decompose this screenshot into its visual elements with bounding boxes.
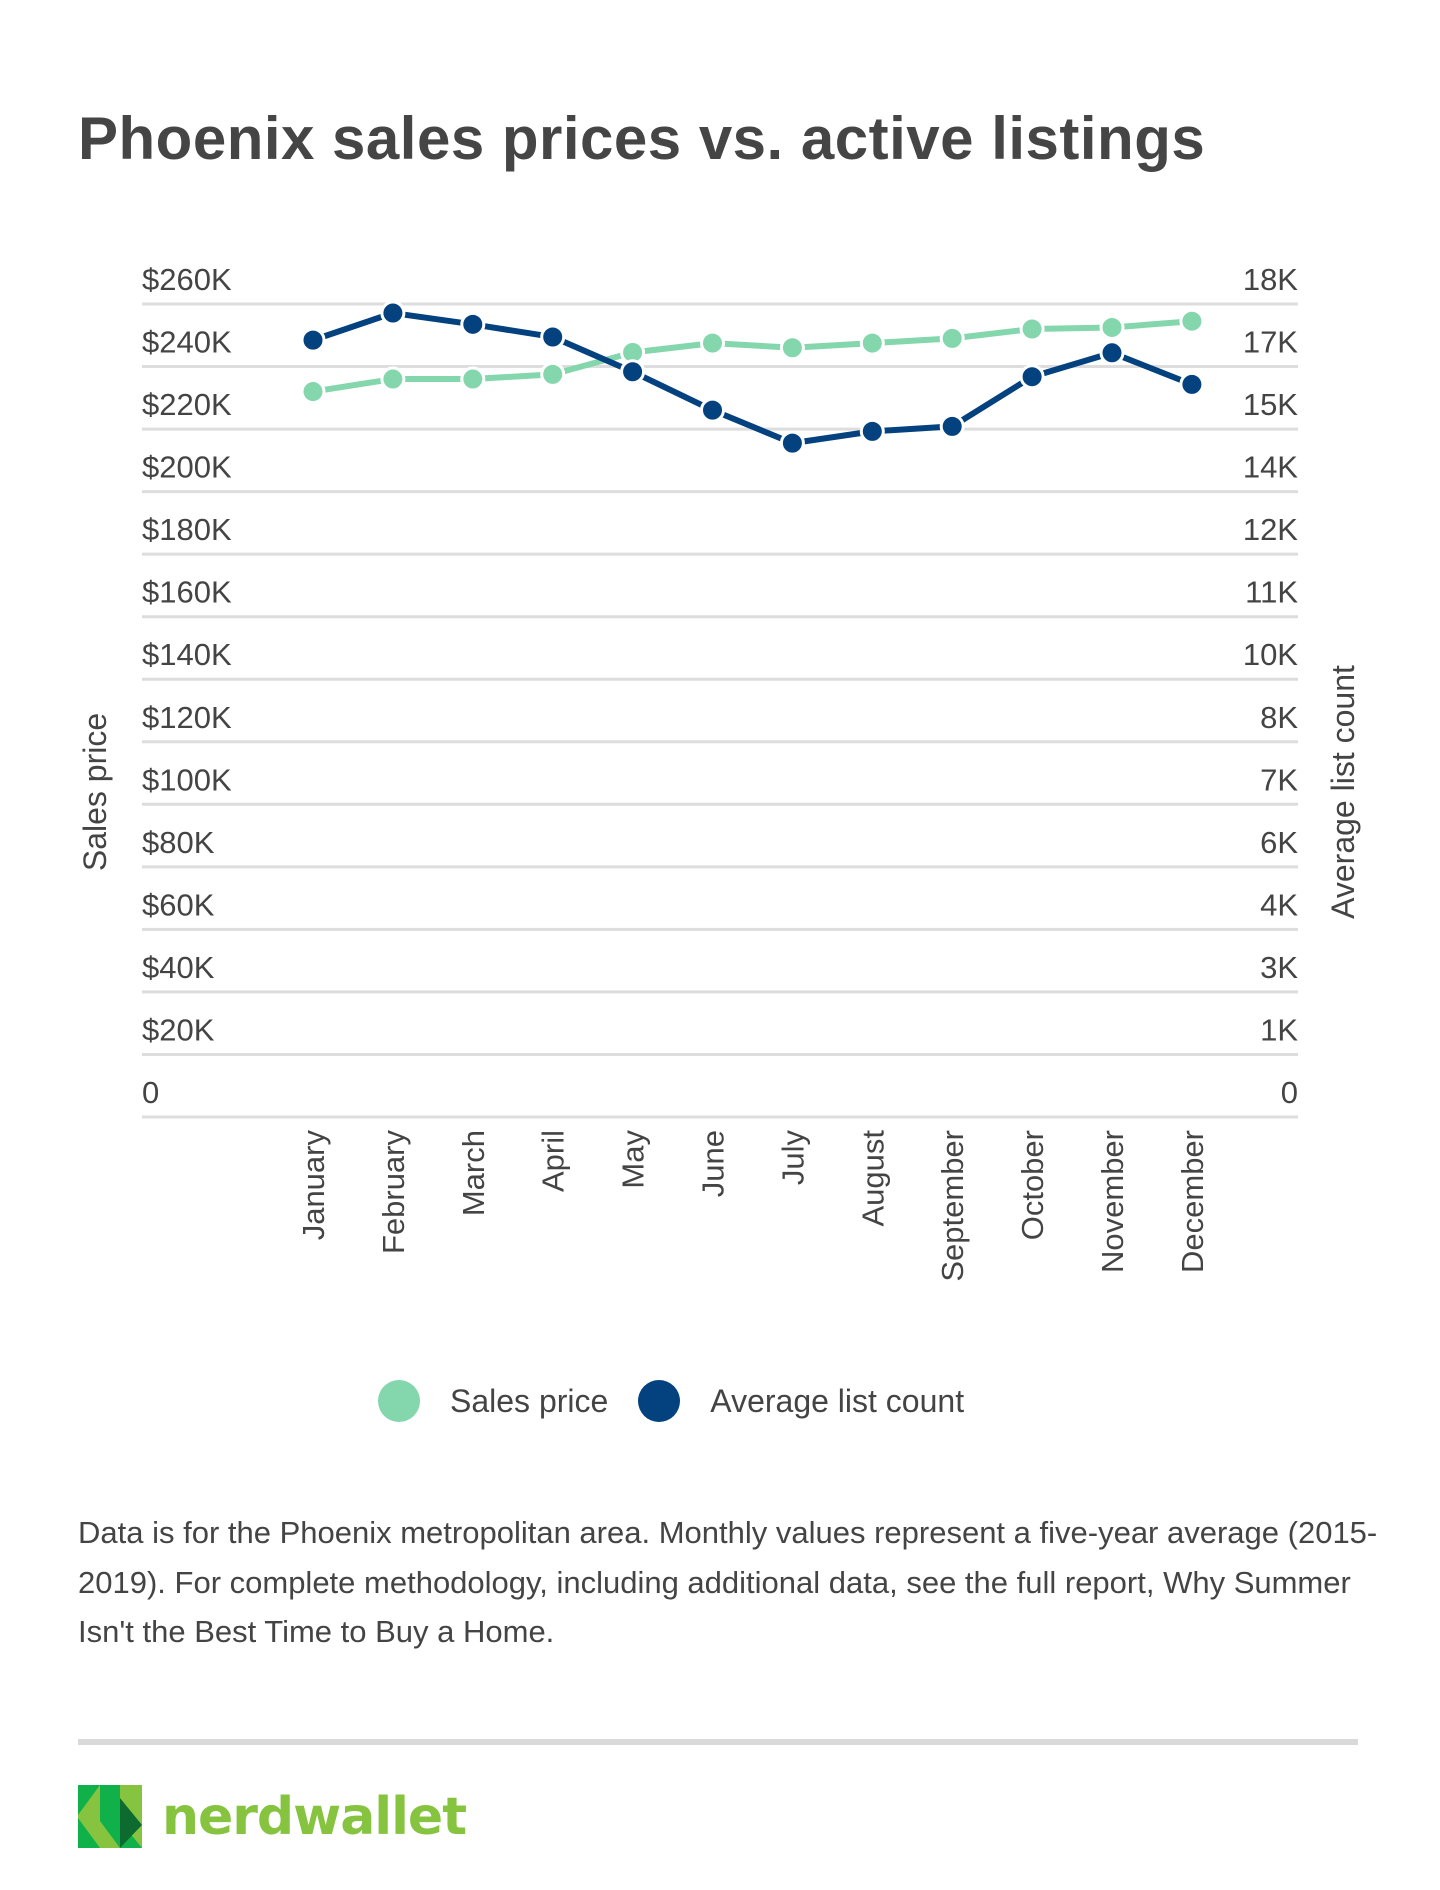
x-tick-label: December [1175,1130,1210,1273]
x-tick-label: September [935,1130,970,1282]
data-point [460,366,486,392]
x-tick-label: October [1015,1130,1050,1240]
data-point [1099,314,1125,340]
x-axis-labels: January February March April May June July Augu… [296,1130,1210,1282]
left-tick-label: $200K [142,450,232,485]
legend-item-list-count[interactable]: Average list count [638,1380,964,1422]
data-point [300,379,326,405]
footnote: Data is for the Phoenix metropolitan are… [78,1515,1378,1649]
data-point [1099,340,1125,366]
left-tick-label: $180K [142,512,232,547]
left-tick-label: $80K [142,825,215,860]
legend-label: Sales price [450,1382,609,1419]
right-tick-label: 7K [1260,762,1298,797]
left-axis-ticks: 0 $20K $40K $60K $80K $100K $120K $140K $160K $18… [142,262,232,1110]
series-line [312,310,1194,447]
x-tick-label: November [1095,1130,1130,1273]
gridlines [142,302,1298,1119]
series-average-list-count [300,300,1205,456]
left-tick-label: $240K [142,325,232,360]
data-point [859,330,885,356]
right-tick-label: 3K [1260,950,1298,985]
left-tick-label: $20K [142,1012,215,1047]
left-tick-label: 0 [142,1075,159,1110]
left-tick-label: $100K [142,762,232,797]
legend-label: Average list count [710,1382,965,1419]
right-tick-label: 14K [1243,450,1298,485]
data-point [460,311,486,337]
data-point [300,327,326,353]
legend-item-sales-price[interactable]: Sales price [378,1380,608,1422]
right-tick-label: 10K [1243,637,1298,672]
data-point [1019,316,1045,342]
data-point [700,330,725,356]
data-point [939,413,965,439]
left-axis-title: Sales price [77,713,113,871]
data-point [700,397,725,423]
right-tick-label: 17K [1243,325,1298,360]
legend: Sales price Average list count [378,1380,994,1422]
right-tick-label: 0 [1281,1075,1298,1110]
right-tick-label: 4K [1260,887,1298,922]
left-tick-label: $260K [142,262,232,297]
chart-title: Phoenix sales prices vs. active listings [78,105,1206,172]
data-point [540,361,566,387]
brand-logo[interactable]: nerdwallet [78,1785,467,1848]
legend-swatch-sales-price [378,1380,420,1422]
x-tick-label: April [536,1130,571,1192]
right-tick-label: 6K [1260,825,1298,860]
divider [78,1739,1358,1745]
x-tick-label: May [616,1130,651,1189]
x-tick-label: January [296,1130,331,1241]
left-tick-label: $140K [142,637,232,672]
right-tick-label: 12K [1243,512,1298,547]
series-line [312,318,1193,395]
x-tick-label: February [376,1130,411,1255]
data-point [1179,371,1205,397]
data-point [540,324,566,350]
data-point [620,359,646,385]
right-axis-ticks: 0 1K 3K 4K 6K 7K 8K 10K 11K 12K 14K 15K 17K 18K [1243,262,1298,1110]
right-tick-label: 1K [1260,1012,1298,1047]
data-point [779,335,805,361]
line-chart: 0 $20K $40K $60K $80K $100K $120K $140K $160K $18… [77,262,1361,1282]
right-tick-label: 15K [1243,387,1298,422]
brand-name: nerdwallet [162,1786,467,1847]
left-tick-label: $40K [142,950,215,985]
left-tick-label: $120K [142,700,232,735]
data-point [380,300,406,326]
left-tick-label: $160K [142,575,232,610]
left-tick-label: $220K [142,387,232,422]
data-point [779,430,805,456]
x-tick-label: August [855,1130,890,1227]
series-group [300,300,1205,456]
x-tick-label: March [456,1130,491,1216]
legend-swatch-list-count [638,1380,681,1422]
x-tick-label: July [775,1130,810,1186]
data-point [1019,364,1045,390]
nerdwallet-n-logo-icon [78,1785,142,1848]
data-point [859,418,885,444]
data-point [1179,308,1205,334]
data-point [380,366,406,392]
left-tick-label: $60K [142,887,215,922]
x-tick-label: June [696,1130,731,1197]
series-sales-price [300,308,1205,405]
right-tick-label: 8K [1260,700,1298,735]
right-axis-title: Average list count [1325,665,1361,919]
data-point [939,325,965,351]
right-tick-label: 18K [1243,262,1298,297]
right-tick-label: 11K [1245,575,1298,610]
